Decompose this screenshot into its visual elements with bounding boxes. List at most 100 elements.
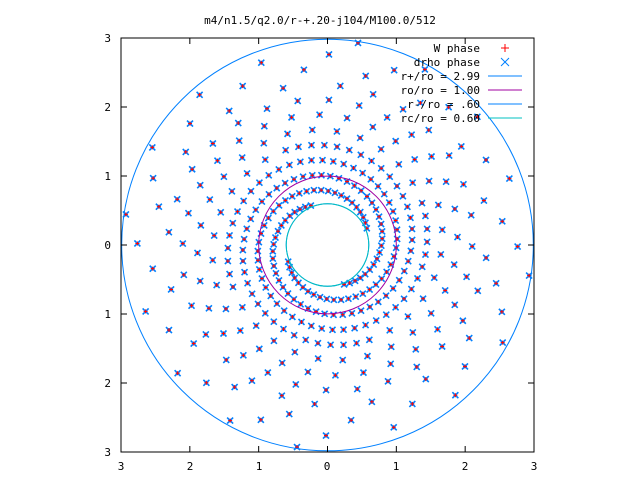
phase-point (310, 186, 318, 194)
y-tick-label: 0 (104, 239, 111, 252)
phase-point (133, 239, 141, 248)
phase-point (270, 240, 278, 248)
phase-point (389, 284, 397, 293)
phase-point (422, 375, 430, 383)
phase-point (392, 216, 400, 225)
x-tick-label: 2 (462, 460, 469, 473)
phase-point (330, 296, 338, 304)
phase-point (264, 369, 272, 377)
reference-circle (258, 175, 397, 315)
phase-point (329, 157, 337, 166)
phase-point (395, 276, 403, 284)
phase-point (278, 359, 286, 367)
phase-point (409, 328, 417, 336)
phase-point (271, 233, 280, 242)
phase-point (514, 242, 522, 251)
phase-point (285, 161, 293, 169)
phase-point (184, 209, 193, 217)
phase-point (474, 287, 482, 295)
phase-point (352, 339, 361, 347)
phase-point (407, 247, 415, 255)
phase-point (258, 275, 266, 283)
phase-point (369, 123, 377, 131)
phase-point (196, 277, 204, 285)
phase-point (441, 286, 449, 294)
phase-point (345, 146, 353, 154)
phase-point (240, 268, 249, 276)
phase-point (167, 285, 175, 294)
x-tick-label: 2 (187, 460, 194, 473)
phase-point (288, 313, 296, 321)
phase-point (229, 219, 237, 227)
reference-circle (285, 203, 370, 287)
phase-point (498, 217, 506, 225)
phase-point (248, 377, 256, 385)
phase-point (347, 416, 355, 424)
phase-point (350, 182, 358, 190)
phase-point (273, 300, 281, 308)
phase-point (387, 343, 395, 351)
phase-point (275, 201, 283, 209)
phase-point (339, 356, 347, 364)
phase-point (499, 339, 507, 347)
phase-point (333, 143, 341, 151)
phase-point (275, 276, 283, 284)
phase-point (244, 279, 252, 287)
phase-point (255, 345, 263, 353)
phase-point (339, 341, 348, 349)
phase-point (498, 308, 506, 316)
phase-point (412, 345, 420, 353)
phase-point (459, 317, 467, 325)
phase-point (421, 65, 429, 73)
phase-point (362, 72, 370, 80)
phase-point (445, 103, 453, 111)
phase-point (323, 295, 331, 303)
phase-point (272, 269, 280, 277)
phase-point (356, 274, 364, 282)
phase-point (492, 279, 500, 287)
phase-point (468, 242, 476, 250)
phase-point (418, 199, 426, 207)
phase-point (188, 165, 196, 173)
phase-point (335, 174, 343, 182)
phase-point (368, 398, 376, 406)
phase-point (333, 127, 341, 135)
phase-point (283, 130, 292, 138)
phase-point (277, 221, 285, 230)
phase-point (408, 131, 416, 139)
phase-point (307, 141, 316, 149)
legend-label-drho-phase: drho phase (414, 56, 480, 69)
phase-point (461, 362, 469, 370)
phase-point (180, 271, 188, 279)
phase-point (252, 206, 260, 214)
phase-point (450, 261, 458, 269)
phase-point (353, 385, 361, 393)
phase-point (408, 236, 416, 244)
phase-point (291, 274, 299, 282)
phase-point (295, 189, 303, 197)
phase-point (292, 380, 300, 388)
phase-point (374, 182, 382, 190)
phase-point (296, 158, 304, 166)
phase-point (300, 66, 308, 74)
phase-point (269, 207, 277, 215)
phase-point (355, 102, 363, 110)
phase-point (226, 417, 234, 425)
phase-point (224, 257, 232, 265)
phase-point (322, 386, 330, 394)
phase-point (296, 205, 304, 213)
phase-point (453, 233, 462, 241)
phase-point (370, 260, 378, 269)
phase-point (336, 82, 344, 90)
y-tick-label: 3 (104, 32, 111, 45)
phase-point (235, 137, 243, 145)
phase-point (356, 208, 364, 216)
phase-point (387, 360, 395, 368)
phase-point (320, 141, 328, 149)
phase-point (316, 293, 324, 301)
phase-point (220, 173, 228, 181)
phase-point (260, 122, 268, 130)
x-axis-tick-labels: 3 2 1 0 1 2 3 (118, 460, 538, 473)
phase-point (269, 255, 277, 263)
phase-point (187, 302, 196, 310)
